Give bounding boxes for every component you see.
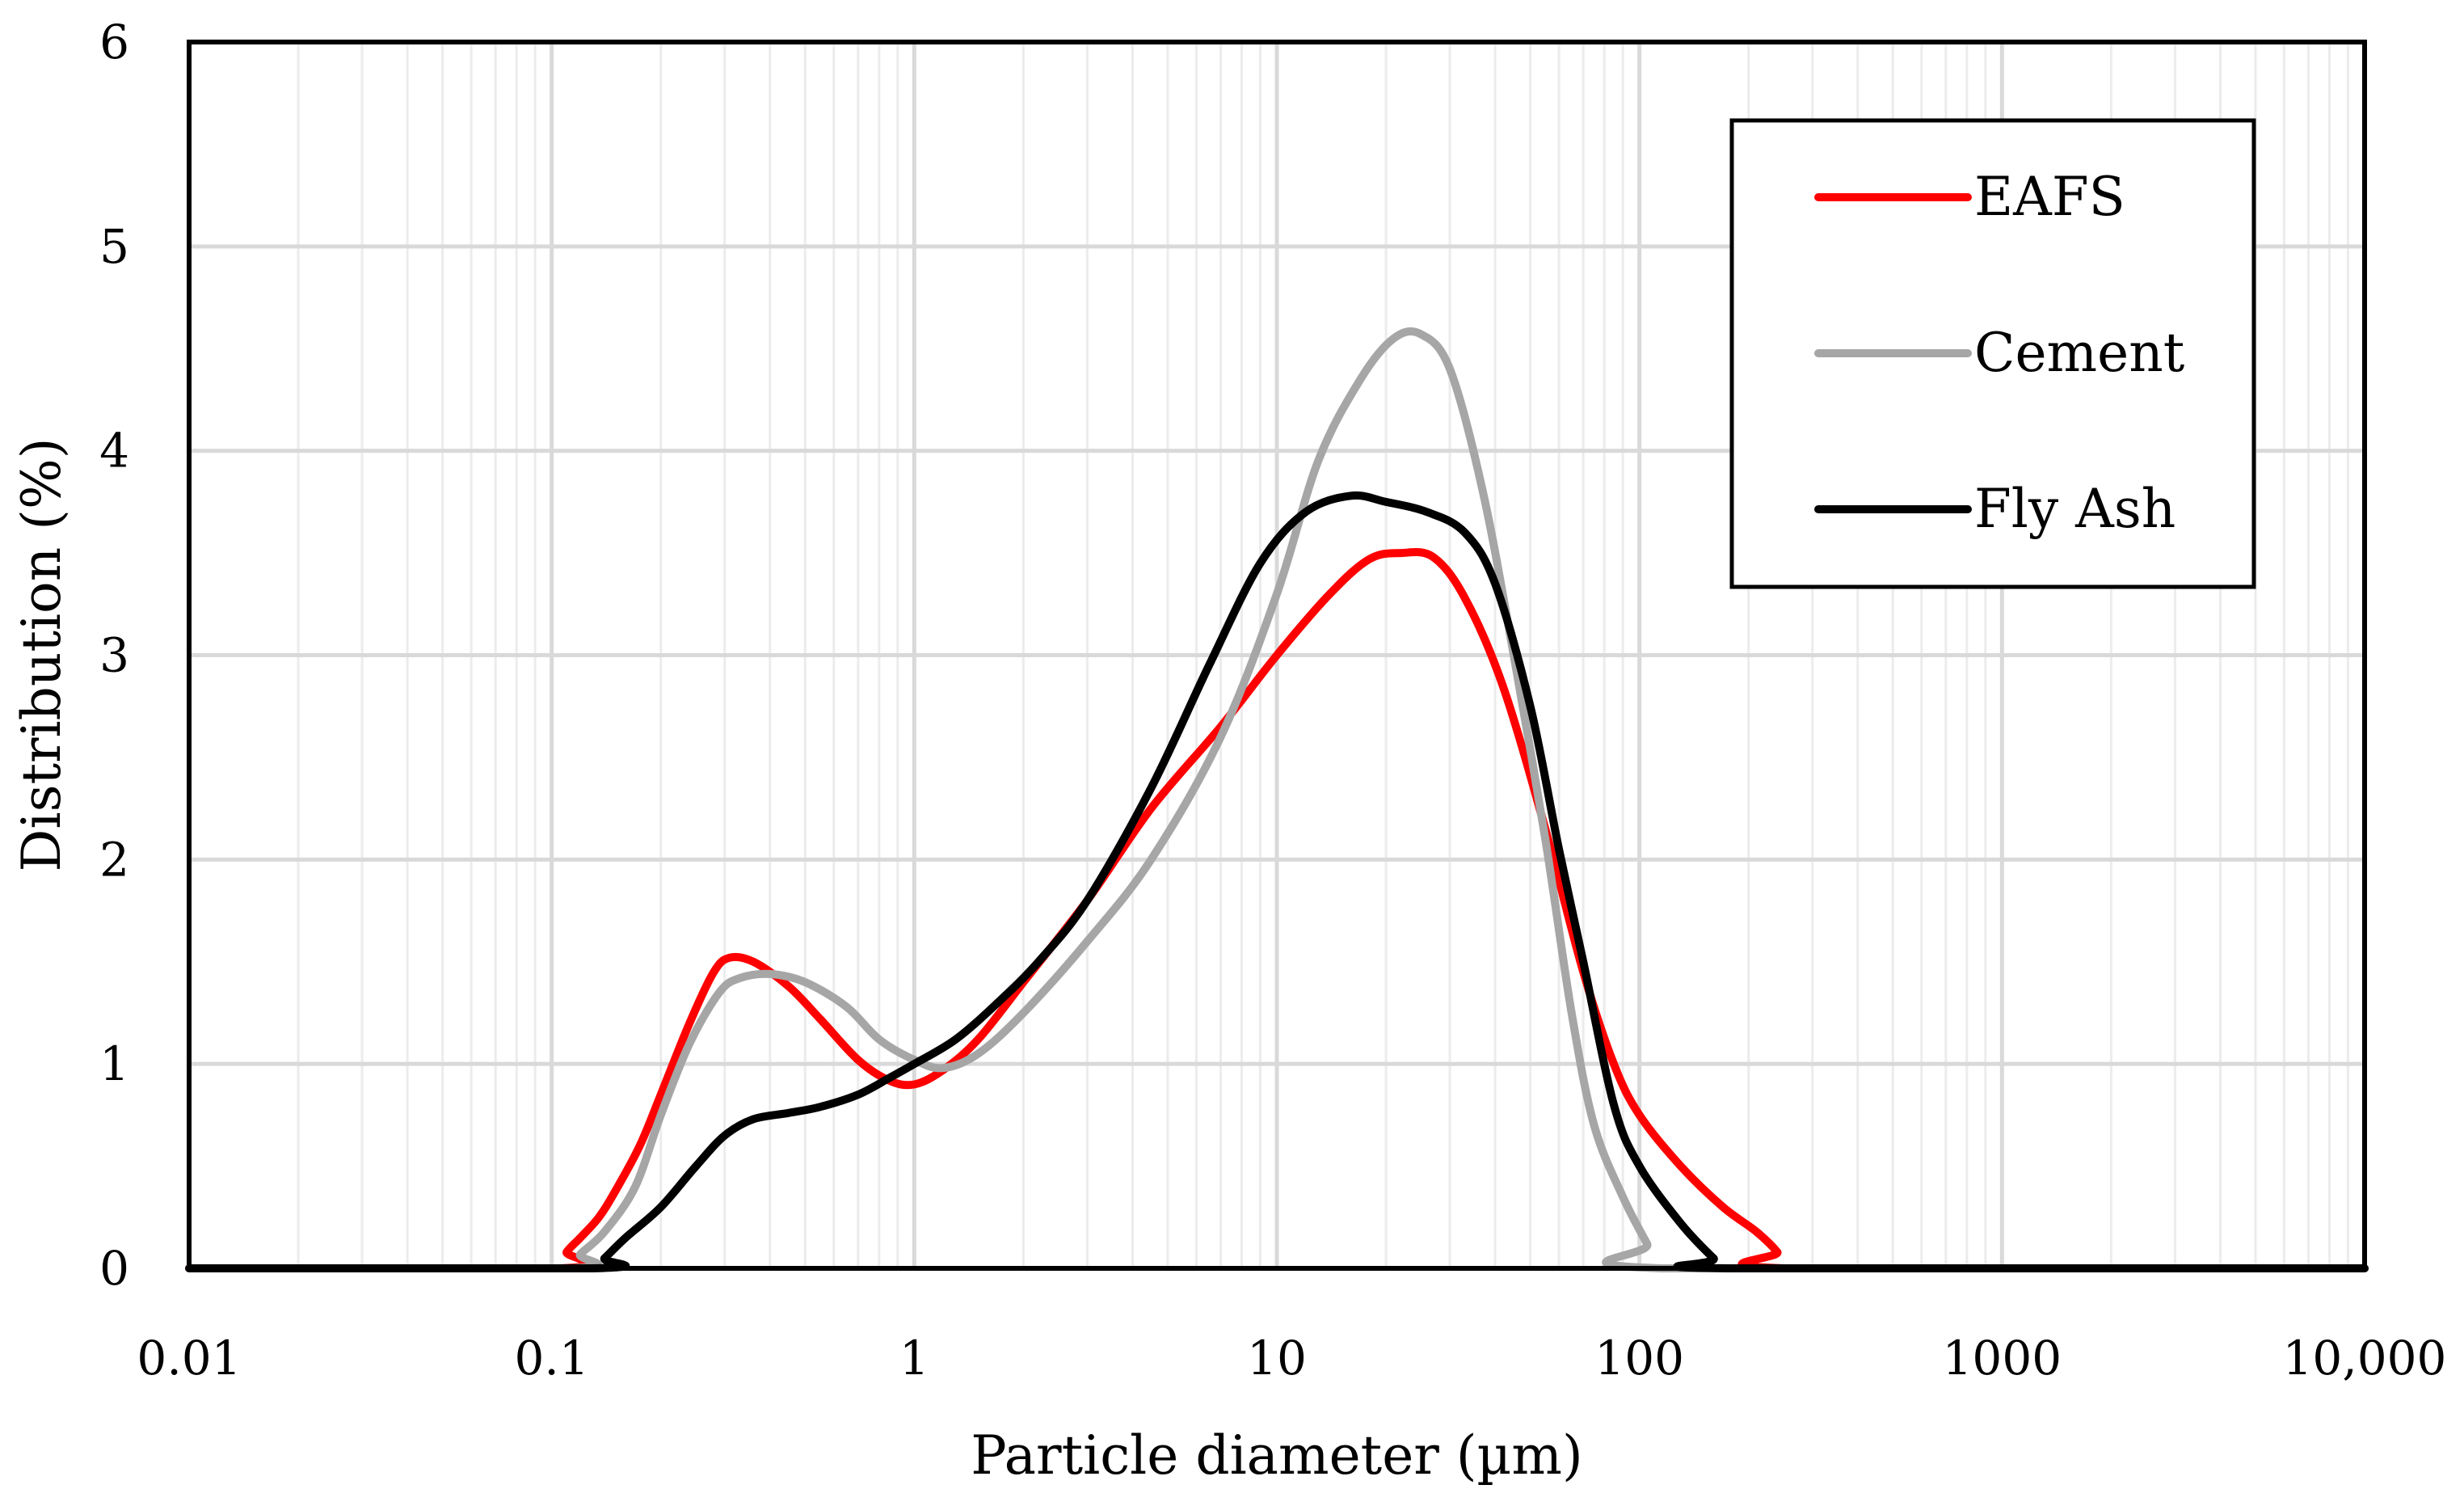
y-axis-tick-labels: 0 1 2 3 4 5 6 — [99, 15, 129, 1296]
x-axis-title: Particle diameter (µm) — [971, 1424, 1583, 1487]
y-tick-label: 2 — [99, 832, 129, 887]
y-tick-label: 1 — [99, 1036, 129, 1091]
series-line-fly-ash — [185, 491, 2369, 1273]
x-tick-label: 1000 — [1943, 1331, 2062, 1386]
x-tick-label: 1 — [899, 1331, 929, 1386]
plot-area-frame — [187, 40, 2367, 1271]
legend-label-eafs: EAFS — [1974, 166, 2125, 228]
y-axis-title: Distribution (%) — [11, 438, 73, 872]
x-axis-tick-labels: 0.01 0.1 1 10 100 1000 10,000 — [137, 1331, 2446, 1386]
x-tick-label: 10 — [1247, 1331, 1307, 1386]
series-layer — [185, 327, 2369, 1273]
x-tick-label: 100 — [1594, 1331, 1684, 1386]
y-tick-label: 3 — [99, 628, 129, 683]
y-tick-label: 5 — [99, 219, 129, 274]
series-line-eafs — [185, 548, 2369, 1273]
legend: EAFS Cement Fly Ash — [1729, 118, 2256, 589]
legend-label-fly-ash: Fly Ash — [1974, 478, 2175, 540]
legend-label-cement: Cement — [1974, 322, 2184, 384]
x-tick-label: 10,000 — [2283, 1331, 2447, 1386]
y-tick-label: 6 — [99, 15, 129, 70]
y-tick-label: 0 — [99, 1241, 129, 1296]
x-tick-label: 0.1 — [515, 1331, 589, 1386]
y-tick-label: 4 — [99, 424, 129, 479]
x-tick-label: 0.01 — [137, 1331, 241, 1386]
series-line-cement — [185, 327, 2369, 1273]
